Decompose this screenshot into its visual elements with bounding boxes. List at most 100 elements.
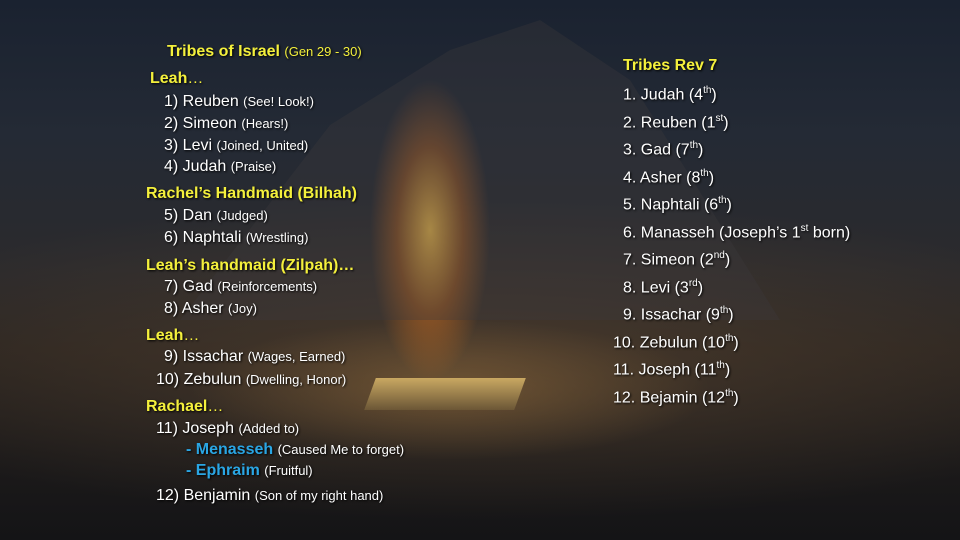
rev-ordinal: th (718, 195, 727, 206)
group-suffix: … (187, 70, 204, 87)
rev-text: 11. Joseph (11 (613, 361, 717, 379)
rev-ordinal: th (703, 85, 712, 96)
tribe-name: 9) Issachar (164, 348, 244, 365)
tribe-meaning: (Judged) (216, 208, 268, 223)
rev-end: ) (723, 113, 729, 131)
son-item: - Ephraim (Fruitful) (186, 462, 313, 480)
tribe-name: 4) Judah (164, 158, 227, 175)
tribe-item: 7) Gad (Reinforcements) (164, 278, 317, 296)
rev-end: ) (697, 278, 704, 296)
tribe-name: 3) Levi (164, 137, 213, 154)
rev-ordinal: nd (713, 250, 725, 261)
tribe-meaning: (Wrestling) (245, 230, 309, 245)
title-text: Tribes of Israel (167, 43, 280, 60)
rev-text: 8. Levi (3 (623, 278, 689, 296)
rev-end: ) (724, 361, 731, 379)
son-name: - Ephraim (186, 462, 260, 479)
group-header: Rachael (146, 398, 208, 415)
tribe-meaning: (Hears!) (241, 116, 289, 131)
tribe-item: 1) Reuben (See! Look!) (164, 93, 314, 111)
rev-text: 9. Issachar (9 (623, 306, 720, 324)
rev-end: ) (708, 168, 715, 186)
rev-tribe-item: 7. Simeon (2nd) (623, 250, 730, 269)
tribe-name: 12) Benjamin (156, 487, 251, 504)
tabernacle-image (364, 378, 526, 410)
group-suffix: … (207, 398, 224, 415)
tribe-name: 6) Naphtali (164, 229, 242, 246)
rev-ordinal: st (800, 222, 809, 234)
tribe-name: 7) Gad (164, 278, 213, 295)
rev-ordinal: th (719, 305, 729, 316)
tribe-name: 1) Reuben (164, 93, 239, 110)
tribe-item: 12) Benjamin (Son of my right hand) (156, 487, 383, 505)
rev-end: ) (724, 251, 731, 269)
rev-ordinal: th (725, 387, 734, 399)
rev-ordinal: th (700, 167, 709, 179)
rev-tribe-item: 8. Levi (3rd) (623, 278, 703, 297)
tribe-meaning: (Added to) (238, 421, 300, 436)
group-header: Leah’s handmaid (Zilpah)… (146, 257, 355, 274)
tribe-name: 11) Joseph (156, 420, 234, 437)
tribe-name: 8) Asher (164, 300, 224, 317)
tribe-name: 5) Dan (164, 207, 213, 224)
group-header: Leah (150, 70, 188, 87)
tribe-item: 2) Simeon (Hears!) (164, 115, 288, 133)
rev-tribe-item: 9. Issachar (9th) (623, 305, 734, 324)
group-header-line: Leah… (146, 327, 199, 345)
group-header-line: Leah’s handmaid (Zilpah)… (146, 257, 354, 275)
rev-tribe-item: 1. Judah (4th) (623, 85, 717, 104)
rev-end: born) (808, 223, 851, 241)
tribe-item: 3) Levi (Joined, United) (164, 137, 308, 155)
rev-end: ) (733, 388, 739, 406)
tribe-meaning: (Reinforcements) (217, 279, 318, 294)
rev-tribe-item: 11. Joseph (11th) (613, 360, 730, 379)
rev-text: 10. Zebulun (10 (613, 333, 726, 351)
son-meaning: (Caused Me to forget) (277, 442, 405, 457)
rev-tribe-item: 4. Asher (8th) (623, 168, 714, 187)
rev-tribe-item: 2. Reuben (1st) (623, 113, 729, 132)
tribe-meaning: (See! Look!) (243, 94, 314, 109)
group-header-line: Leah… (150, 70, 203, 88)
rev-end: ) (711, 86, 717, 104)
tribe-meaning: (Joy) (228, 301, 257, 316)
tribe-meaning: (Praise) (230, 159, 277, 174)
tribe-item: 4) Judah (Praise) (164, 158, 276, 176)
rev-text: 5. Naphtali (6 (623, 196, 719, 214)
rev-text: 6. Manasseh (Joseph’s 1 (623, 223, 801, 241)
tribe-item: 9) Issachar (Wages, Earned) (164, 348, 345, 366)
tribe-meaning: (Wages, Earned) (247, 349, 346, 364)
rev-end: ) (698, 141, 704, 159)
rev-ordinal: st (715, 112, 724, 124)
tribe-meaning: (Joined, United) (216, 138, 309, 153)
rev-ordinal: th (725, 332, 734, 344)
tribe-item: 10) Zebulun (Dwelling, Honor) (156, 371, 346, 389)
group-header-line: Rachael… (146, 398, 223, 416)
rev-end: ) (728, 306, 734, 324)
rev-tribe-item: 12. Bejamin (12th) (613, 388, 739, 407)
tribe-meaning: (Son of my right hand) (254, 488, 384, 503)
rev-tribe-item: 6. Manasseh (Joseph’s 1st born) (623, 223, 850, 242)
rev-end: ) (726, 196, 732, 214)
tribe-item: 6) Naphtali (Wrestling) (164, 229, 308, 247)
group-suffix: … (183, 327, 200, 344)
tribe-name: 2) Simeon (164, 115, 237, 132)
son-item: - Menasseh (Caused Me to forget) (186, 441, 404, 459)
title-ref: (Gen 29 - 30) (284, 44, 362, 59)
group-header: Leah (146, 327, 184, 344)
son-name: - Menasseh (186, 441, 274, 458)
tribe-item: 11) Joseph (Added to) (156, 420, 299, 438)
son-meaning: (Fruitful) (264, 463, 313, 478)
rev-end: ) (733, 333, 739, 351)
rev-ordinal: th (689, 140, 699, 151)
tribe-meaning: (Dwelling, Honor) (245, 372, 347, 387)
rev-tribe-item: 5. Naphtali (6th) (623, 195, 732, 214)
rev-tribe-item: 3. Gad (7th) (623, 140, 703, 159)
rev-text: 2. Reuben (1 (623, 113, 716, 131)
rev-text: 12. Bejamin (12 (613, 388, 726, 406)
rev-text: 3. Gad (7 (623, 141, 690, 159)
rev-text: 7. Simeon (2 (623, 251, 714, 269)
tribe-item: 8) Asher (Joy) (164, 300, 257, 318)
tribe-name: 10) Zebulun (156, 371, 242, 388)
group-header-line: Rachel’s Handmaid (Bilhah) (146, 185, 357, 203)
